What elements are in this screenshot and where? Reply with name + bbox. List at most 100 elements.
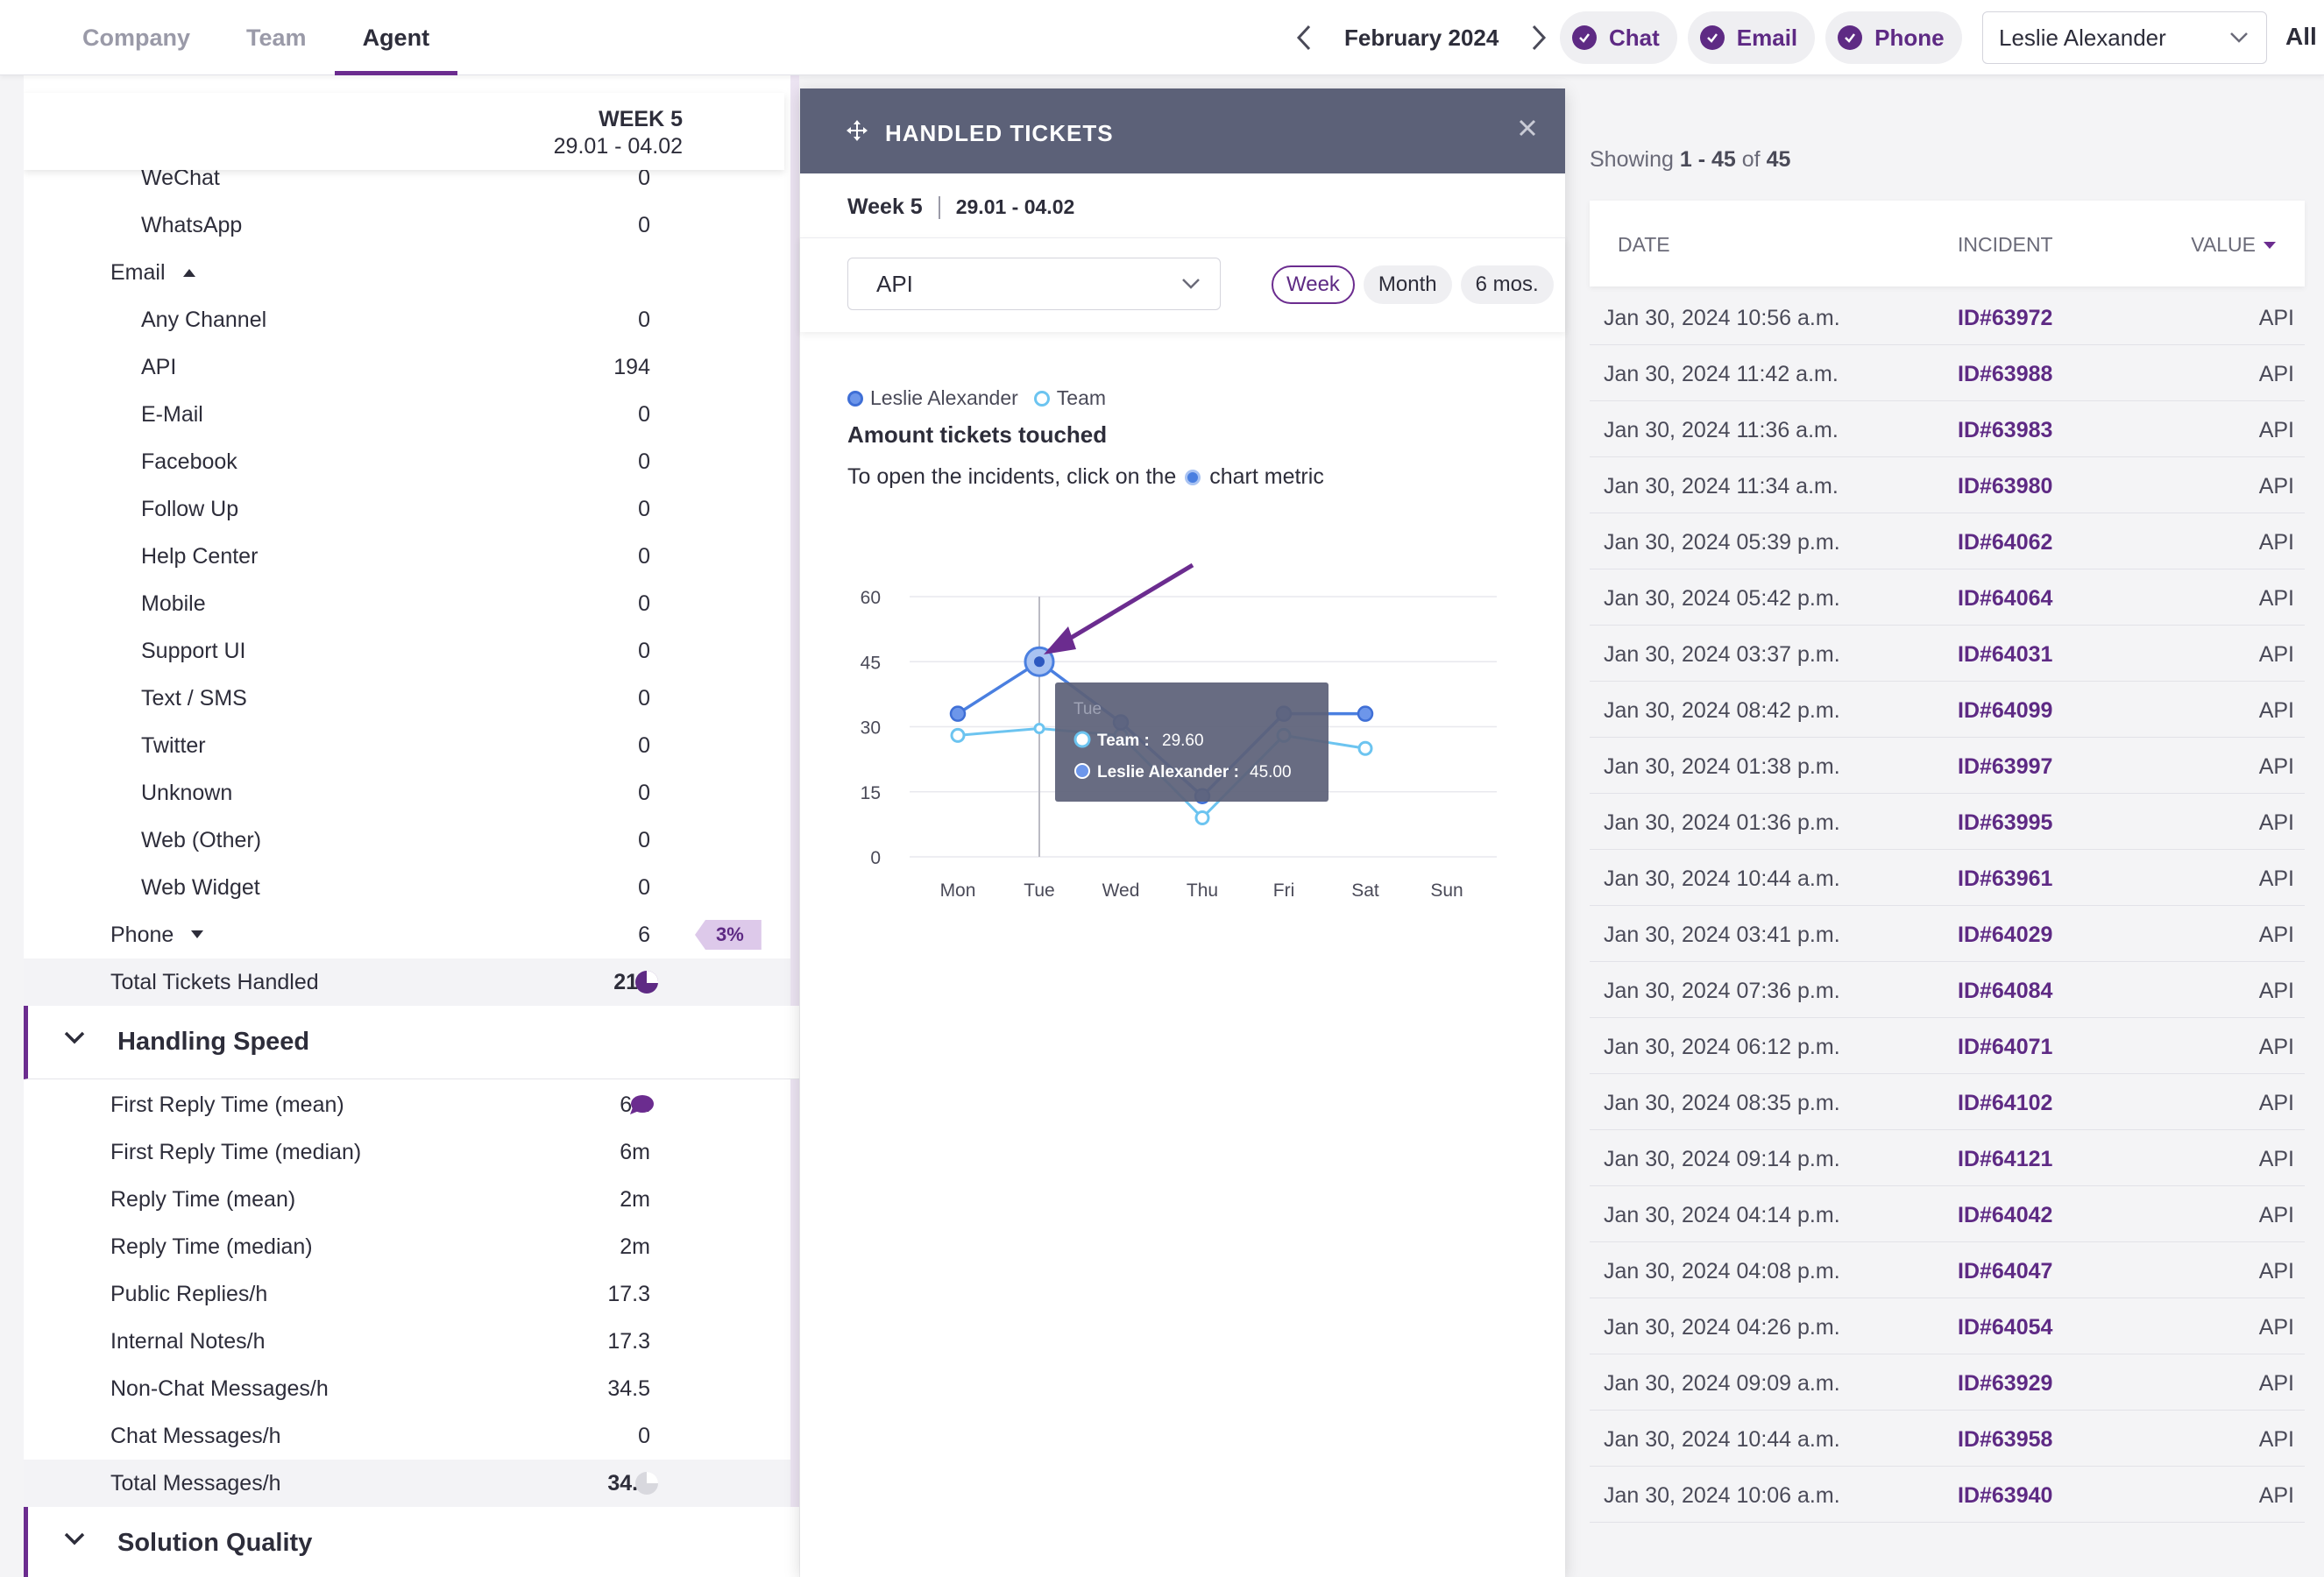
incident-link[interactable]: ID#63995 (1958, 810, 2053, 835)
metric-row-unknown: Unknown 0 (24, 769, 790, 817)
tab-agent[interactable]: Agent (334, 0, 458, 75)
legend-item-agent[interactable]: Leslie Alexander (847, 386, 1018, 410)
table-row[interactable]: Jan 30, 2024 01:36 p.m. ID#63995 API (1590, 794, 2305, 850)
incident-link[interactable]: ID#64121 (1958, 1147, 2053, 1171)
table-row[interactable]: Jan 30, 2024 11:34 a.m. ID#63980 API (1590, 457, 2305, 513)
chip-chat[interactable]: Chat (1560, 11, 1677, 64)
metric-group-phone[interactable]: Phone 6 3% (24, 911, 790, 958)
incident-link[interactable]: ID#64062 (1958, 530, 2053, 555)
cell-value: API (2258, 1483, 2294, 1508)
prev-month-button[interactable] (1288, 20, 1320, 55)
incident-link[interactable]: ID#64047 (1958, 1259, 2053, 1284)
table-row[interactable]: Jan 30, 2024 08:42 p.m. ID#64099 API (1590, 682, 2305, 738)
metric-value: 0 (638, 212, 650, 237)
incident-link[interactable]: ID#63940 (1958, 1483, 2053, 1508)
table-row[interactable]: Jan 30, 2024 11:36 a.m. ID#63983 API (1590, 401, 2305, 457)
table-row[interactable]: Jan 30, 2024 04:14 p.m. ID#64042 API (1590, 1186, 2305, 1242)
column-header-value[interactable]: VALUE (2191, 233, 2277, 257)
tab-company[interactable]: Company (82, 24, 191, 51)
chip-phone[interactable]: Phone (1825, 11, 1962, 64)
x-tick-label: Sun (1430, 880, 1463, 901)
incident-link[interactable]: ID#64064 (1958, 586, 2053, 611)
data-point[interactable] (1357, 705, 1374, 722)
incident-link[interactable]: ID#63988 (1958, 362, 2053, 386)
tooltip-team-label: Team : (1097, 732, 1150, 750)
metric-label: Internal Notes/h (110, 1328, 266, 1354)
channel-filter-select[interactable]: API (847, 258, 1221, 310)
incident-link[interactable]: ID#63958 (1958, 1427, 2053, 1452)
incident-link[interactable]: ID#63961 (1958, 866, 2053, 891)
table-row[interactable]: Jan 30, 2024 03:41 p.m. ID#64029 API (1590, 906, 2305, 962)
data-point[interactable] (1034, 656, 1045, 668)
metric-value: 17.3 (607, 1328, 650, 1354)
incident-link[interactable]: ID#63997 (1958, 754, 2053, 779)
all-button[interactable]: All (2285, 23, 2317, 50)
table-row[interactable]: Jan 30, 2024 05:42 p.m. ID#64064 API (1590, 569, 2305, 626)
cell-value: API (2258, 1259, 2294, 1284)
column-header-incident[interactable]: INCIDENT (1958, 233, 2053, 256)
data-point[interactable] (950, 727, 966, 743)
data-point[interactable] (1194, 810, 1210, 825)
incident-link[interactable]: ID#64084 (1958, 979, 2053, 1003)
table-row[interactable]: Jan 30, 2024 03:37 p.m. ID#64031 API (1590, 626, 2305, 682)
pie-icon[interactable] (634, 970, 659, 994)
data-point[interactable] (949, 705, 967, 722)
data-point[interactable] (1033, 722, 1045, 734)
section-handling-speed[interactable]: Handling Speed (24, 1006, 799, 1079)
table-row[interactable]: Jan 30, 2024 10:44 a.m. ID#63961 API (1590, 850, 2305, 906)
table-row[interactable]: Jan 30, 2024 07:36 p.m. ID#64084 API (1590, 962, 2305, 1018)
table-row[interactable]: Jan 30, 2024 04:08 p.m. ID#64047 API (1590, 1242, 2305, 1298)
chat-bubble-icon[interactable] (628, 1093, 655, 1116)
incident-link[interactable]: ID#64099 (1958, 698, 2053, 723)
table-row[interactable]: Jan 30, 2024 01:38 p.m. ID#63997 API (1590, 738, 2305, 794)
period-6-months[interactable]: 6 mos. (1460, 265, 1554, 304)
incidents-table-header: DATE INCIDENT VALUE (1590, 201, 2305, 286)
table-row[interactable]: Jan 30, 2024 10:44 a.m. ID#63958 API (1590, 1411, 2305, 1467)
period-week[interactable]: Week (1272, 265, 1355, 304)
column-header-date[interactable]: DATE (1618, 233, 1670, 256)
data-point[interactable] (1357, 740, 1373, 756)
table-row[interactable]: Jan 30, 2024 04:26 p.m. ID#64054 API (1590, 1298, 2305, 1354)
move-icon[interactable] (846, 119, 868, 142)
metric-value[interactable]: 194 (613, 354, 650, 379)
metric-label: Reply Time (mean) (110, 1186, 296, 1212)
metric-group-label: Phone (110, 923, 205, 948)
incident-link[interactable]: ID#64071 (1958, 1035, 2053, 1059)
incident-link[interactable]: ID#63929 (1958, 1371, 2053, 1396)
metric-value: 0 (638, 685, 650, 711)
legend-item-team[interactable]: Team (1033, 386, 1106, 410)
agent-select[interactable]: Leslie Alexander (1982, 11, 2267, 64)
tab-team[interactable]: Team (246, 24, 307, 51)
incident-link[interactable]: ID#63983 (1958, 418, 2053, 442)
table-row[interactable]: Jan 30, 2024 08:35 p.m. ID#64102 API (1590, 1074, 2305, 1130)
next-month-button[interactable] (1523, 20, 1555, 55)
tickets-line-chart: 0 15 30 45 60 Mon Tue Wed Thu Fri Sat Sun Tue Team : 2… (861, 562, 1497, 901)
metric-group-email[interactable]: Email (24, 249, 790, 296)
incident-link[interactable]: ID#64054 (1958, 1315, 2053, 1340)
incident-link[interactable]: ID#63980 (1958, 474, 2053, 499)
metric-row-support-ui: Support UI 0 (24, 627, 790, 675)
incident-link[interactable]: ID#63972 (1958, 306, 2053, 330)
period-month[interactable]: Month (1363, 265, 1452, 304)
incident-link[interactable]: ID#64042 (1958, 1203, 2053, 1227)
cell-value: API (2258, 923, 2294, 947)
table-row[interactable]: Jan 30, 2024 10:56 a.m. ID#63972 API (1590, 289, 2305, 345)
table-row[interactable]: Jan 30, 2024 06:12 p.m. ID#64071 API (1590, 1018, 2305, 1074)
cell-value: API (2258, 1427, 2294, 1452)
table-row[interactable]: Jan 30, 2024 09:14 p.m. ID#64121 API (1590, 1130, 2305, 1186)
incident-link[interactable]: ID#64029 (1958, 923, 2053, 947)
cell-value: API (2258, 979, 2294, 1003)
pie-icon[interactable] (634, 1471, 659, 1496)
incident-link[interactable]: ID#64031 (1958, 642, 2053, 667)
close-icon[interactable] (1518, 118, 1537, 138)
chip-email[interactable]: Email (1687, 11, 1816, 64)
table-row[interactable]: Jan 30, 2024 05:39 p.m. ID#64062 API (1590, 513, 2305, 569)
section-solution-quality[interactable]: Solution Quality (24, 1507, 799, 1577)
table-row[interactable]: Jan 30, 2024 09:09 a.m. ID#63929 API (1590, 1354, 2305, 1411)
table-row[interactable]: Jan 30, 2024 10:06 a.m. ID#63940 API (1590, 1467, 2305, 1523)
cell-date: Jan 30, 2024 10:56 a.m. (1604, 306, 1840, 330)
y-tick-label: 15 (861, 783, 881, 803)
table-row[interactable]: Jan 30, 2024 11:42 a.m. ID#63988 API (1590, 345, 2305, 401)
incident-link[interactable]: ID#64102 (1958, 1091, 2053, 1115)
chip-label: Email (1736, 24, 1798, 51)
